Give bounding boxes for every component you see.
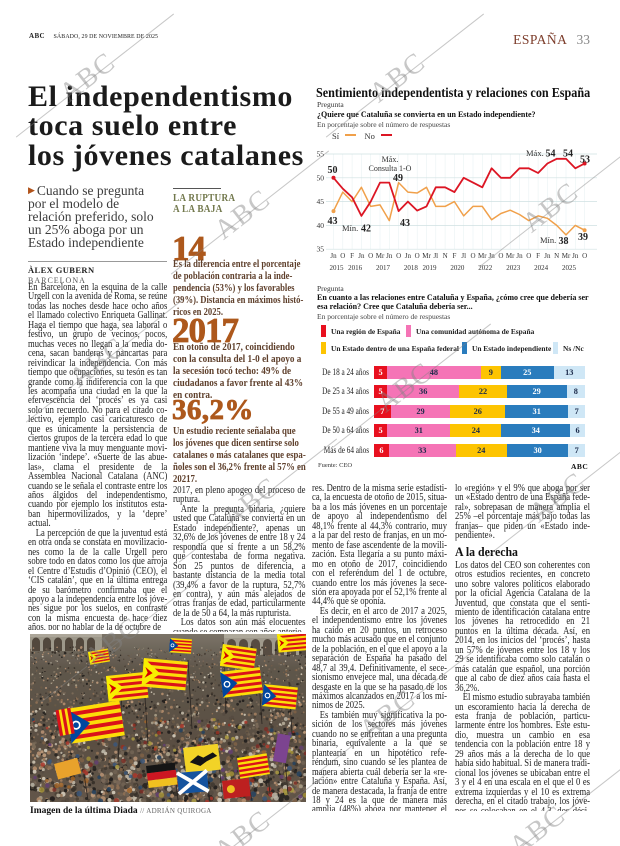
svg-text:45: 45 <box>317 197 325 206</box>
svg-text:Jn: Jn <box>488 252 495 260</box>
svg-text:Jl: Jl <box>433 252 438 260</box>
svg-text:49: 49 <box>393 173 403 184</box>
svg-text:2019: 2019 <box>423 264 438 272</box>
svg-text:O: O <box>526 252 531 260</box>
svg-text:O: O <box>396 252 401 260</box>
svg-text:55: 55 <box>317 150 325 159</box>
svg-text:Máx.: Máx. <box>382 155 399 164</box>
svg-text:2015: 2015 <box>330 264 345 272</box>
svg-text:2025: 2025 <box>562 264 577 272</box>
svg-text:Jn: Jn <box>405 252 412 260</box>
svg-text:Jn: Jn <box>572 252 579 260</box>
svg-text:Mr: Mr <box>562 252 571 260</box>
svg-text:43: 43 <box>400 218 410 229</box>
svg-text:50: 50 <box>317 173 325 182</box>
svg-text:2020: 2020 <box>450 264 465 272</box>
svg-text:Jl: Jl <box>461 252 466 260</box>
svg-text:Consulta 1-O: Consulta 1-O <box>369 164 412 173</box>
svg-text:54: 54 <box>546 149 556 160</box>
svg-text:Mr: Mr <box>478 252 487 260</box>
svg-text:Mr: Mr <box>376 252 385 260</box>
svg-text:F: F <box>452 252 456 260</box>
svg-text:F: F <box>536 252 540 260</box>
svg-text:Jn: Jn <box>358 252 365 260</box>
svg-text:Jn: Jn <box>330 252 337 260</box>
svg-text:50: 50 <box>328 165 338 176</box>
svg-text:O: O <box>340 252 345 260</box>
svg-text:N: N <box>554 252 559 260</box>
svg-text:2017: 2017 <box>376 264 391 272</box>
svg-text:53: 53 <box>580 155 590 166</box>
svg-text:2018: 2018 <box>404 264 419 272</box>
svg-text:Mín.: Mín. <box>342 223 358 233</box>
svg-text:2022: 2022 <box>478 264 493 272</box>
svg-text:Mr: Mr <box>422 252 431 260</box>
svg-text:Máx.: Máx. <box>526 148 544 158</box>
svg-text:O: O <box>368 252 373 260</box>
svg-text:42: 42 <box>361 224 371 235</box>
svg-text:Mr: Mr <box>506 252 515 260</box>
svg-text:N: N <box>443 252 448 260</box>
svg-text:39: 39 <box>578 232 588 243</box>
svg-text:40: 40 <box>317 221 325 230</box>
svg-text:Jn: Jn <box>544 252 551 260</box>
svg-text:Mín.: Mín. <box>540 235 556 245</box>
svg-text:43: 43 <box>328 216 338 227</box>
svg-text:O: O <box>470 252 475 260</box>
svg-text:2023: 2023 <box>506 264 521 272</box>
svg-text:35: 35 <box>317 245 325 254</box>
svg-text:38: 38 <box>559 236 569 247</box>
svg-text:O: O <box>582 252 587 260</box>
svg-text:54: 54 <box>563 149 573 160</box>
svg-text:O: O <box>415 252 420 260</box>
svg-text:O: O <box>498 252 503 260</box>
svg-text:Jn: Jn <box>516 252 523 260</box>
svg-text:F: F <box>350 252 354 260</box>
svg-text:Jn: Jn <box>386 252 393 260</box>
svg-text:2024: 2024 <box>534 264 549 272</box>
svg-text:2016: 2016 <box>348 264 363 272</box>
